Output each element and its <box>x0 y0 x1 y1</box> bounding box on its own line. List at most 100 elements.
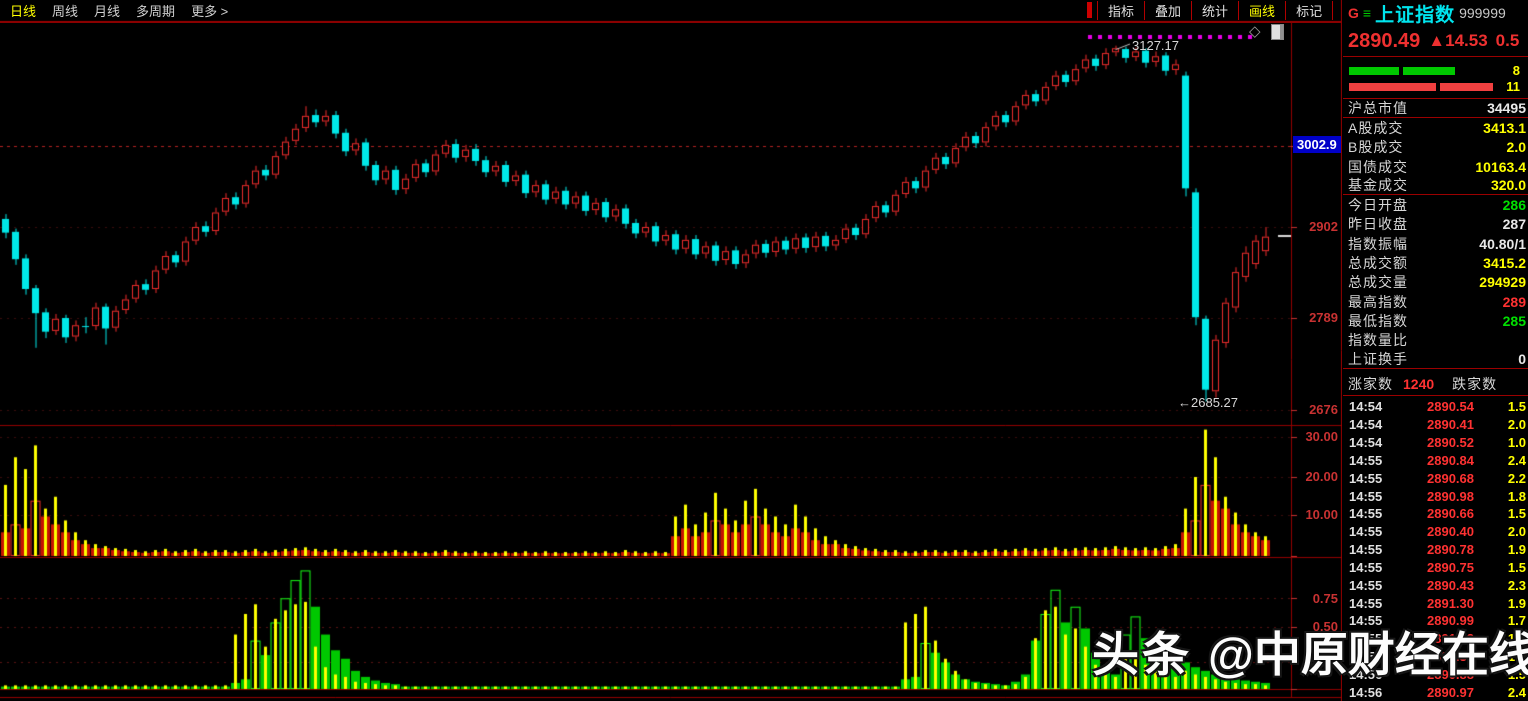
decliners-label: 跌家数 <box>1452 376 1498 392</box>
y-axis-label: 2789 <box>1309 310 1338 325</box>
tick-row: 14:56 2890.88 1.5 <box>1343 665 1528 683</box>
menu-item-period-2[interactable]: 月线 <box>94 4 121 19</box>
tick-price: 2890.99 <box>1427 613 1474 629</box>
stat-label: 今日开盘 <box>1348 197 1408 214</box>
tick-price: 2890.54 <box>1427 399 1474 415</box>
index-name[interactable]: 上证指数 <box>1375 4 1456 26</box>
watermark: 头条 @中原财经在线 <box>1092 616 1528 685</box>
tick-time: 14:55 <box>1349 488 1383 504</box>
advancers-value: 1240 <box>1403 376 1435 392</box>
bear-bar-segment <box>1440 83 1493 91</box>
watermark-brand: 头条 <box>1092 628 1192 681</box>
tick-row: 14:55 2890.43 2.3 <box>1343 576 1528 594</box>
index-code: 999999 <box>1459 5 1506 21</box>
stat-value: 287 <box>1502 216 1526 233</box>
tick-row: 14:55 2890.40 2.0 <box>1343 523 1528 541</box>
stat-label: A股成交 <box>1348 119 1404 136</box>
y-axis-label: 20.00 <box>1305 469 1338 484</box>
stat-label: 沪总市值 <box>1348 100 1408 117</box>
tick-row: 14:55 2890.98 1.8 <box>1343 487 1528 505</box>
stat-value: 286 <box>1502 197 1526 214</box>
tick-price: 2890.66 <box>1427 506 1474 522</box>
stat-row: 最低指数 285 <box>1343 311 1528 330</box>
price-row: 2890.49 ▲14.53 0.5 <box>1343 26 1528 57</box>
tick-vol: 1.0 <box>1507 649 1526 664</box>
advancers-decliners-row: 涨家数 1240 跌家数 <box>1343 373 1528 396</box>
y-axis-label: 0.25 <box>1312 647 1338 662</box>
tick-time: 14:55 <box>1349 452 1383 468</box>
stat-row: A股成交 3413.1 <box>1343 118 1528 137</box>
menu-item-period-3[interactable]: 多周期 <box>136 4 176 19</box>
stat-label: 昨日收盘 <box>1348 216 1408 233</box>
stat-value: 0 <box>1518 351 1526 367</box>
tick-time: 14:55 <box>1349 542 1383 558</box>
market-stats-list: 沪总市值 34495 A股成交 3413.1 B股成交 2.0 国债成交 10163.4 基金成… <box>1343 99 1528 370</box>
y-axis-label: 30.00 <box>1305 429 1338 444</box>
stat-value: 320.0 <box>1490 177 1526 194</box>
diamond-marker-icon[interactable]: ◇ <box>1249 23 1261 40</box>
watermark-handle: @中原财经在线 <box>1208 628 1528 681</box>
tick-time: 14:55 <box>1349 577 1383 593</box>
tick-time: 14:55 <box>1349 595 1383 611</box>
y-axis-label: 10.00 <box>1305 507 1338 522</box>
tick-vol: 1.5 <box>1507 666 1526 682</box>
list-menu-icon[interactable]: ≡ <box>1362 5 1372 21</box>
stat-label: 最低指数 <box>1348 312 1408 329</box>
tick-time: 14:56 <box>1349 666 1383 682</box>
tick-price: 2890.78 <box>1427 542 1474 558</box>
tick-vol: 1.9 <box>1507 631 1526 647</box>
tick-row: 14:55 2890.66 1.5 <box>1343 505 1528 523</box>
y-axis-label: 0.50 <box>1312 619 1338 634</box>
tick-row: 14:54 2890.41 2.0 <box>1343 416 1528 434</box>
tick-time: 14:54 <box>1349 417 1383 433</box>
tick-vol: 2.2 <box>1507 470 1526 486</box>
tick-price: 2891.36 <box>1427 649 1474 664</box>
tick-vol: 2.4 <box>1507 452 1526 468</box>
tick-time: 14:55 <box>1349 506 1383 522</box>
bull-bar-segment <box>1349 67 1399 75</box>
stat-value: 285 <box>1502 312 1526 329</box>
kline-chart-canvas[interactable] <box>0 0 1342 701</box>
stat-value: 289 <box>1502 293 1526 310</box>
tick-price: 2890.98 <box>1427 488 1474 504</box>
bull-bar-segment <box>1403 67 1455 75</box>
low-annotation: ←2685.27 <box>1178 395 1238 410</box>
high-annotation: 3127.17 <box>1132 38 1179 53</box>
stat-row: 最高指数 289 <box>1343 292 1528 311</box>
tick-row: 14:55 2890.75 1.5 <box>1343 558 1528 576</box>
stat-row: 国债成交 10163.4 <box>1343 157 1528 176</box>
tick-time: 14:55 <box>1349 631 1383 647</box>
tick-vol: 2.0 <box>1507 417 1526 433</box>
stat-value: 10163.4 <box>1475 158 1526 175</box>
tick-time: 14:55 <box>1349 470 1383 486</box>
stat-row: 指数量比 <box>1343 331 1528 350</box>
stat-row: 基金成交 320.0 <box>1343 176 1528 196</box>
tick-price: 2890.43 <box>1427 577 1474 593</box>
tick-row: 14:55 2890.68 2.2 <box>1343 469 1528 487</box>
y-axis-label: 0.75 <box>1312 591 1338 606</box>
tick-trade-list: 14:54 2890.54 1.5 14:54 2890.41 2.0 14:54 2890.… <box>1343 398 1528 701</box>
stat-label: 最高指数 <box>1348 293 1408 310</box>
tick-row: 14:54 2890.52 1.0 <box>1343 434 1528 452</box>
tick-price: 2890.41 <box>1427 417 1474 433</box>
tick-vol: 1.9 <box>1507 595 1526 611</box>
menu-item-period-4[interactable]: 更多 > <box>191 4 229 19</box>
stat-row: 今日开盘 286 <box>1343 195 1528 214</box>
tick-row: 14:55 2891.36 1.0 <box>1343 648 1528 666</box>
tick-time: 14:55 <box>1349 524 1383 540</box>
tick-time: 14:56 <box>1349 684 1383 700</box>
tick-vol: 2.0 <box>1507 524 1526 540</box>
tick-price: 2890.97 <box>1427 684 1474 700</box>
tick-row: 14:55 2890.84 2.4 <box>1343 451 1528 469</box>
stat-value: 3413.1 <box>1483 119 1526 136</box>
tick-price: 2891.52 <box>1427 631 1474 647</box>
menu-item-period-1[interactable]: 周线 <box>52 4 79 19</box>
bear-value: 11 <box>1506 79 1520 94</box>
advancers-label: 涨家数 <box>1348 376 1393 392</box>
menu-item-period-0[interactable]: 日线 <box>10 4 37 19</box>
note-flag-icon[interactable] <box>1271 24 1284 40</box>
tick-vol: 1.7 <box>1507 613 1526 629</box>
bear-strength-row: 11 <box>1343 79 1528 94</box>
tick-price: 2891.30 <box>1427 595 1474 611</box>
